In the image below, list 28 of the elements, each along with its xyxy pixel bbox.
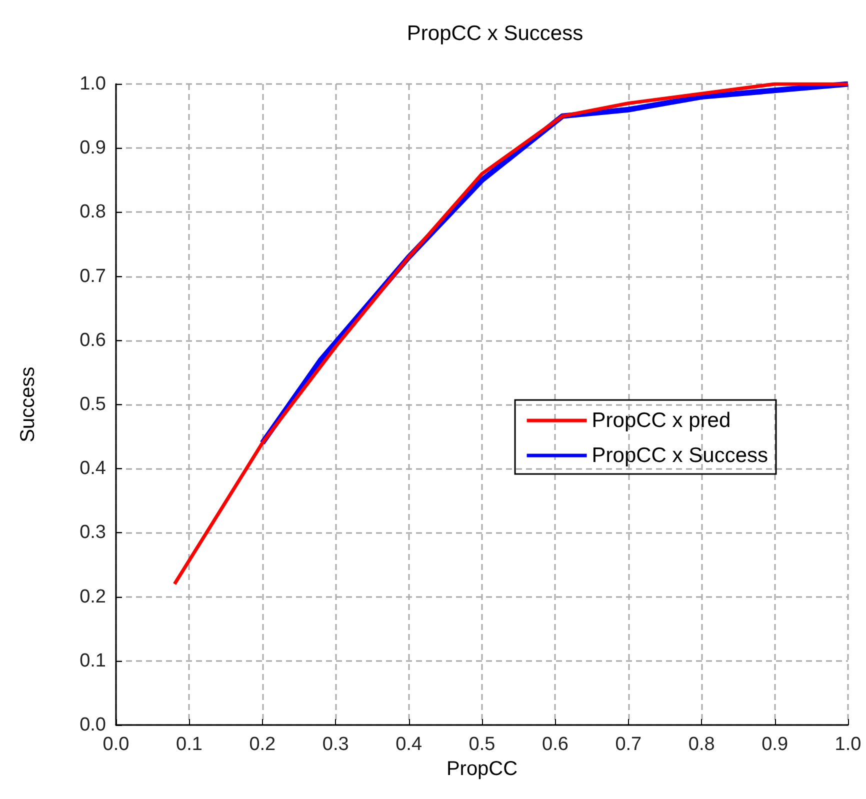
x-tick-label: 0.3 — [322, 734, 349, 755]
y-tick-label: 0.7 — [80, 266, 106, 287]
y-tick-label: 0.4 — [80, 458, 106, 480]
y-tick-label: 0.6 — [80, 330, 106, 351]
y-tick-label: 0.9 — [80, 138, 106, 159]
x-tick-label: 1.0 — [834, 734, 862, 755]
y-tick-label: 0.8 — [80, 202, 106, 223]
y-tick-label: 0.2 — [80, 586, 106, 608]
x-tick-label: 0.2 — [249, 734, 276, 755]
x-tick-label: 0.6 — [542, 734, 568, 755]
x-tick-label: 0.5 — [468, 734, 496, 755]
y-tick-label: 1.0 — [80, 74, 106, 94]
x-tick-label: 0.9 — [762, 734, 788, 755]
chart-title: PropCC x Success — [406, 22, 584, 45]
y-tick-label: 0.0 — [80, 714, 106, 736]
x-tick-label: 0.7 — [615, 734, 642, 755]
legend-label: PropCC x Success — [592, 444, 768, 467]
y-tick-label: 0.1 — [80, 650, 106, 672]
y-tick-label: 0.5 — [80, 394, 106, 415]
legend-label: PropCC x pred — [592, 409, 731, 432]
x-tick-label: 0.8 — [688, 734, 715, 755]
x-tick-label: 0.4 — [396, 734, 422, 755]
y-tick-label: 0.3 — [80, 522, 106, 544]
x-tick-label: 0.0 — [102, 734, 130, 755]
line-series — [172, 82, 850, 586]
x-axis-title: PropCC — [446, 758, 518, 780]
x-tick-label: 0.1 — [176, 734, 202, 755]
y-axis-title: Success — [17, 366, 39, 442]
